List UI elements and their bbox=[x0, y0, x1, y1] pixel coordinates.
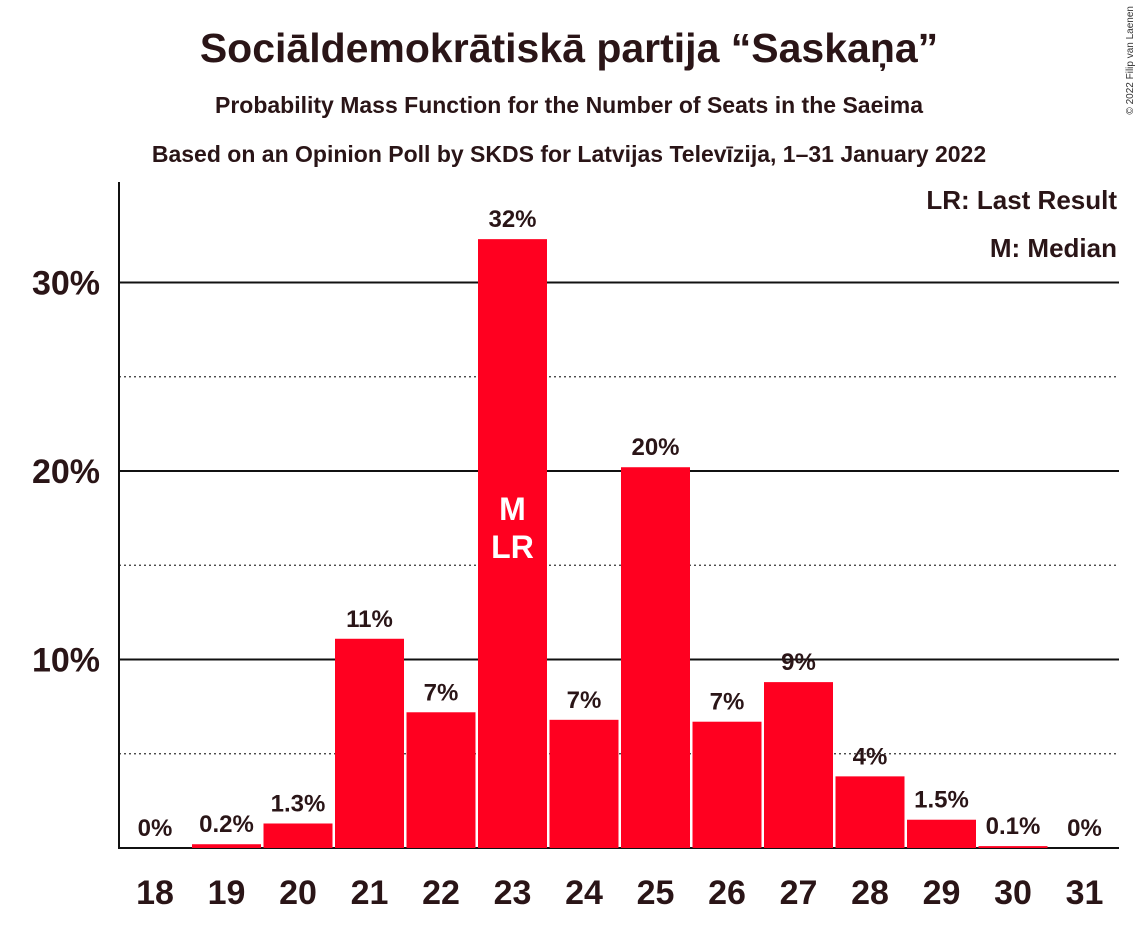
chart-subtitle-2: Based on an Opinion Poll by SKDS for Lat… bbox=[152, 141, 986, 167]
data-label: 32% bbox=[488, 206, 536, 233]
bar-seats-28 bbox=[835, 776, 905, 848]
x-tick-label: 24 bbox=[565, 874, 603, 912]
bars bbox=[192, 239, 1048, 848]
bar-seats-23 bbox=[478, 239, 547, 848]
x-tick-label: 26 bbox=[708, 874, 746, 912]
data-label: 1.5% bbox=[914, 787, 969, 814]
grid-lines bbox=[119, 281, 1119, 755]
data-label: 0% bbox=[1067, 815, 1102, 842]
x-tick-label: 21 bbox=[351, 874, 389, 912]
bar-annotation: M bbox=[499, 491, 526, 527]
y-tick-label: 30% bbox=[32, 265, 100, 303]
data-label: 0.2% bbox=[199, 811, 254, 838]
chart-subtitle: Probability Mass Function for the Number… bbox=[215, 92, 923, 118]
data-label: 11% bbox=[346, 606, 393, 633]
data-label: 20% bbox=[631, 434, 679, 461]
x-tick-label: 18 bbox=[136, 874, 174, 912]
y-tick-label: 20% bbox=[32, 453, 100, 491]
x-tick-label: 19 bbox=[208, 874, 246, 912]
legend-entry: LR: Last Result bbox=[926, 185, 1117, 215]
x-tick-label: 30 bbox=[994, 874, 1032, 912]
bar-seats-25 bbox=[621, 467, 690, 848]
bar-seats-27 bbox=[764, 682, 833, 848]
chart-title: Sociāldemokrātiskā partija “Saskaņa” bbox=[200, 25, 938, 71]
y-tick-label: 10% bbox=[32, 642, 100, 680]
data-label: 0.1% bbox=[986, 813, 1041, 840]
bar-seats-22 bbox=[406, 712, 476, 848]
axes: 10% 20% 30% 18 19 20 21 22 23 24 25 26 27 28 29 30 31 bbox=[32, 182, 1119, 912]
x-tick-label: 22 bbox=[422, 874, 460, 912]
data-label: 4% bbox=[853, 743, 888, 770]
bar-seats-30 bbox=[978, 846, 1048, 848]
bar-seats-26 bbox=[692, 721, 762, 848]
x-tick-label: 20 bbox=[279, 874, 317, 912]
bar-seats-19 bbox=[192, 844, 261, 848]
legend: LR: Last Result M: Median bbox=[926, 185, 1117, 263]
bar-seats-20 bbox=[263, 823, 333, 848]
x-tick-label: 25 bbox=[637, 874, 675, 912]
bar-seats-24 bbox=[549, 719, 619, 848]
data-label: 7% bbox=[424, 679, 459, 706]
bar-seats-21 bbox=[335, 638, 404, 848]
legend-entry: M: Median bbox=[990, 233, 1117, 263]
x-tick-label: 27 bbox=[780, 874, 818, 912]
data-label: 7% bbox=[710, 689, 745, 716]
data-labels: 0% 0.2% 1.3% 11% 7% 32% 7% 20% 7% 9% 4% 1.5% 0.1% 0% M… bbox=[138, 206, 1102, 842]
x-tick-label: 28 bbox=[851, 874, 889, 912]
data-label: 9% bbox=[781, 649, 816, 676]
data-label: 7% bbox=[567, 687, 602, 714]
copyright-note: © 2022 Filip van Laenen bbox=[1125, 6, 1136, 115]
data-label: 1.3% bbox=[271, 790, 326, 817]
x-tick-label: 29 bbox=[923, 874, 961, 912]
x-tick-label: 23 bbox=[494, 874, 532, 912]
data-label: 0% bbox=[138, 815, 173, 842]
x-tick-label: 31 bbox=[1066, 874, 1104, 912]
bar-annotation: LR bbox=[491, 529, 534, 565]
bar-seats-29 bbox=[907, 819, 976, 848]
